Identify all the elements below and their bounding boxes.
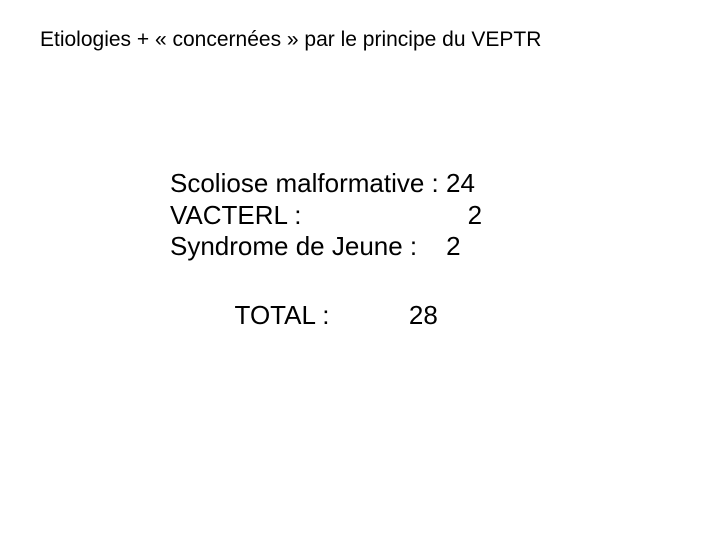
total-value: 28 [409, 300, 438, 330]
row-1-label: Scoliose malformative : [170, 168, 439, 198]
etiologies-list: Scoliose malformative : 24 VACTERL : 2 S… [170, 168, 482, 263]
total-label: TOTAL : [235, 300, 330, 330]
row-2-value: 2 [468, 200, 482, 230]
slide-title: Etiologies + « concernées » par le princ… [40, 28, 541, 52]
row-3-value: 2 [446, 231, 460, 261]
slide: Etiologies + « concernées » par le princ… [0, 0, 720, 540]
total-row: TOTAL : 28 [170, 300, 438, 331]
row-3-label: Syndrome de Jeune : [170, 231, 417, 261]
row-2-label: VACTERL : [170, 200, 301, 230]
row-1-value: 24 [446, 168, 475, 198]
